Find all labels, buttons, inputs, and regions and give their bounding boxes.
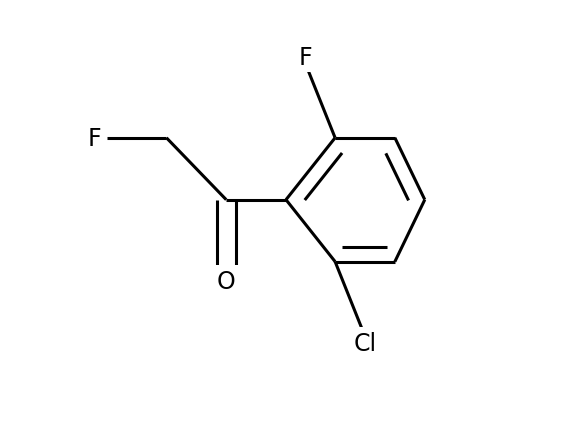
Text: F: F (88, 127, 102, 150)
Text: F: F (299, 46, 312, 69)
Text: Cl: Cl (353, 331, 376, 355)
Text: O: O (217, 269, 236, 293)
